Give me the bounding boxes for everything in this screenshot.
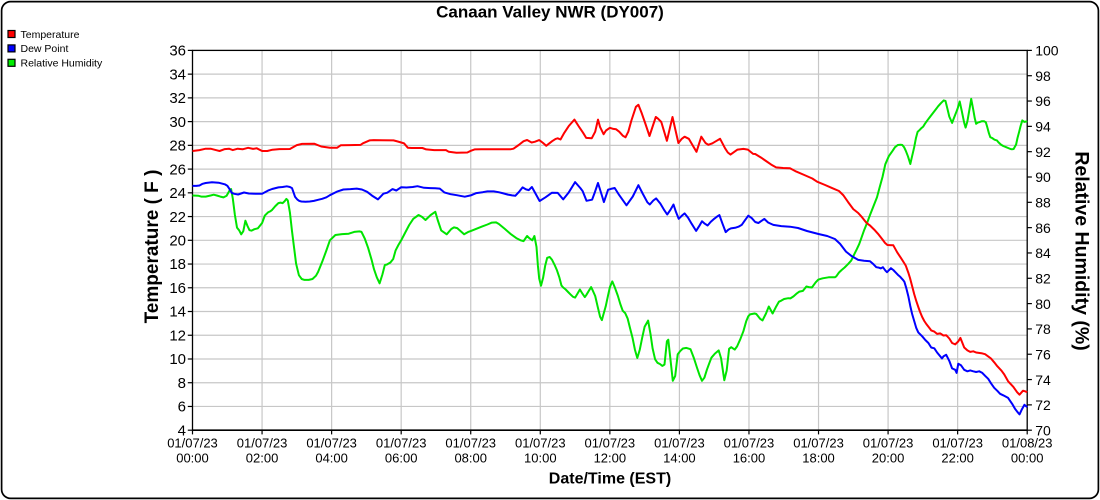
svg-text:72: 72: [1035, 397, 1051, 413]
svg-text:6: 6: [178, 399, 186, 416]
svg-text:30: 30: [169, 114, 186, 131]
svg-text:22:00: 22:00: [941, 450, 974, 465]
svg-text:36: 36: [169, 43, 186, 60]
svg-text:Relative Humidity (%): Relative Humidity (%): [1071, 151, 1093, 350]
svg-text:100: 100: [1035, 43, 1059, 59]
svg-text:16:00: 16:00: [733, 450, 766, 465]
svg-text:Temperature: Temperature: [21, 29, 80, 41]
svg-text:18:00: 18:00: [802, 450, 835, 465]
svg-text:76: 76: [1035, 346, 1051, 362]
svg-text:06:00: 06:00: [385, 450, 418, 465]
svg-text:84: 84: [1035, 245, 1051, 261]
svg-text:01/07/23: 01/07/23: [237, 436, 288, 451]
svg-text:28: 28: [169, 138, 186, 155]
svg-text:01/07/23: 01/07/23: [167, 436, 218, 451]
svg-text:98: 98: [1035, 68, 1051, 84]
svg-text:32: 32: [169, 90, 186, 107]
svg-text:8: 8: [178, 375, 186, 392]
svg-text:82: 82: [1035, 271, 1051, 287]
svg-text:88: 88: [1035, 195, 1051, 211]
svg-text:16: 16: [169, 280, 186, 297]
svg-text:Relative Humidity: Relative Humidity: [21, 58, 103, 70]
svg-text:24: 24: [169, 185, 186, 202]
svg-text:00:00: 00:00: [176, 450, 209, 465]
svg-text:01/07/23: 01/07/23: [724, 436, 775, 451]
svg-text:01/07/23: 01/07/23: [445, 436, 496, 451]
svg-text:01/07/23: 01/07/23: [515, 436, 566, 451]
svg-text:20:00: 20:00: [872, 450, 905, 465]
svg-text:00:00: 00:00: [1011, 450, 1044, 465]
svg-text:01/07/23: 01/07/23: [793, 436, 844, 451]
svg-text:96: 96: [1035, 93, 1051, 109]
svg-text:Canaan Valley NWR (DY007): Canaan Valley NWR (DY007): [436, 2, 664, 21]
svg-text:Date/Time (EST): Date/Time (EST): [549, 470, 671, 487]
svg-text:02:00: 02:00: [246, 450, 279, 465]
svg-text:01/07/23: 01/07/23: [654, 436, 705, 451]
svg-text:10:00: 10:00: [524, 450, 557, 465]
svg-text:Dew Point: Dew Point: [21, 43, 69, 55]
svg-text:Temperature ( F ): Temperature ( F ): [142, 170, 163, 324]
svg-text:01/07/23: 01/07/23: [306, 436, 357, 451]
svg-text:01/07/23: 01/07/23: [585, 436, 636, 451]
svg-text:26: 26: [169, 161, 186, 178]
svg-text:14: 14: [169, 304, 186, 321]
svg-text:74: 74: [1035, 372, 1051, 388]
svg-text:18: 18: [169, 256, 186, 273]
svg-text:94: 94: [1035, 119, 1051, 135]
svg-text:10: 10: [169, 351, 186, 368]
svg-text:01/07/23: 01/07/23: [863, 436, 914, 451]
svg-text:34: 34: [169, 66, 186, 83]
svg-text:12: 12: [169, 327, 186, 344]
svg-text:70: 70: [1035, 422, 1051, 438]
svg-text:01/07/23: 01/07/23: [376, 436, 427, 451]
svg-text:22: 22: [169, 209, 186, 226]
svg-text:14:00: 14:00: [663, 450, 696, 465]
svg-text:01/08/23: 01/08/23: [1002, 436, 1053, 451]
svg-text:20: 20: [169, 233, 186, 250]
svg-text:90: 90: [1035, 169, 1051, 185]
svg-text:86: 86: [1035, 220, 1051, 236]
svg-text:4: 4: [178, 422, 186, 439]
svg-text:01/07/23: 01/07/23: [932, 436, 983, 451]
svg-text:08:00: 08:00: [454, 450, 487, 465]
svg-text:04:00: 04:00: [315, 450, 348, 465]
svg-text:80: 80: [1035, 296, 1051, 312]
svg-text:78: 78: [1035, 321, 1051, 337]
svg-text:12:00: 12:00: [594, 450, 627, 465]
svg-text:92: 92: [1035, 144, 1051, 160]
